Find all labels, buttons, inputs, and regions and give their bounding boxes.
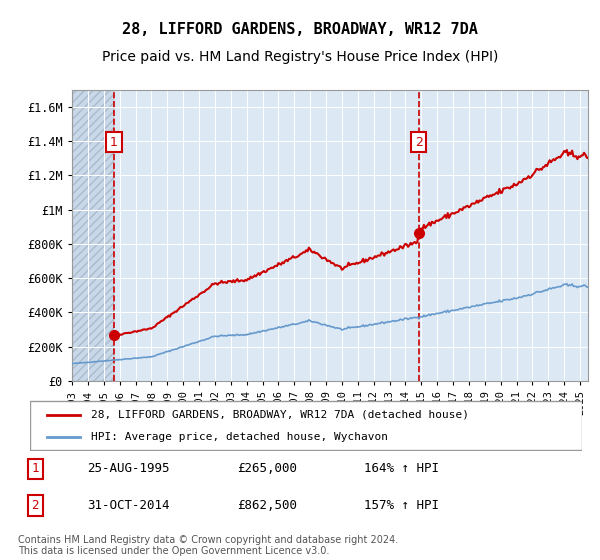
FancyBboxPatch shape [30, 401, 582, 450]
Text: Contains HM Land Registry data © Crown copyright and database right 2024.
This d: Contains HM Land Registry data © Crown c… [18, 535, 398, 557]
Text: 2: 2 [415, 136, 422, 148]
Bar [72, 90, 114, 381]
Text: Price paid vs. HM Land Registry's House Price Index (HPI): Price paid vs. HM Land Registry's House … [102, 50, 498, 64]
Text: 164% ↑ HPI: 164% ↑ HPI [364, 463, 439, 475]
Text: £862,500: £862,500 [237, 499, 297, 512]
Text: 28, LIFFORD GARDENS, BROADWAY, WR12 7DA: 28, LIFFORD GARDENS, BROADWAY, WR12 7DA [122, 22, 478, 38]
Text: 1: 1 [32, 463, 39, 475]
Text: 28, LIFFORD GARDENS, BROADWAY, WR12 7DA (detached house): 28, LIFFORD GARDENS, BROADWAY, WR12 7DA … [91, 409, 469, 419]
Text: HPI: Average price, detached house, Wychavon: HPI: Average price, detached house, Wych… [91, 432, 388, 442]
Text: 1: 1 [110, 136, 118, 148]
Text: 2: 2 [32, 499, 39, 512]
Text: 25-AUG-1995: 25-AUG-1995 [87, 463, 170, 475]
Text: 31-OCT-2014: 31-OCT-2014 [87, 499, 170, 512]
Text: 157% ↑ HPI: 157% ↑ HPI [364, 499, 439, 512]
Text: £265,000: £265,000 [237, 463, 297, 475]
